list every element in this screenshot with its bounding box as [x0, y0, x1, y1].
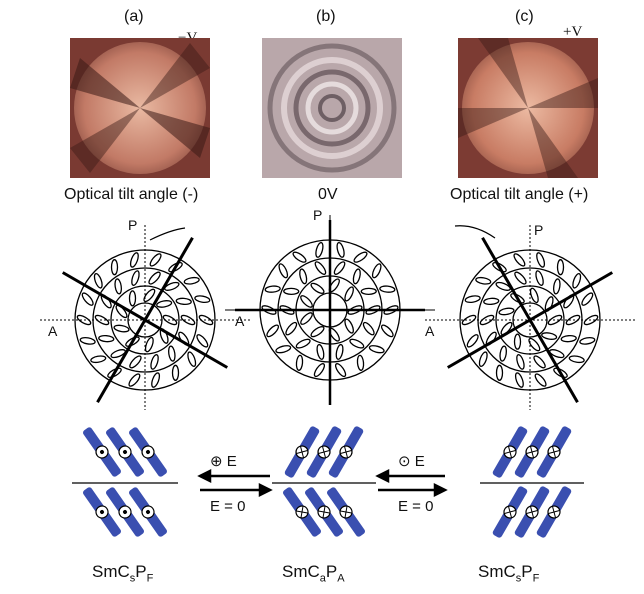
transition-zero-field-right-label: E = 0	[398, 498, 434, 515]
transition-field-out-label: ⊙ E	[398, 453, 425, 470]
phase-mid-main: SmC	[282, 562, 320, 581]
panel-b-label: (b)	[316, 8, 336, 25]
molecule-right-bottom-1	[514, 486, 550, 538]
polarizer-label-c: P	[534, 222, 544, 238]
arrow-to-left-phase	[197, 468, 270, 484]
molecule-left-top-0	[83, 427, 121, 477]
domain-circle-c	[425, 225, 635, 410]
phase-right-mid: P	[521, 562, 533, 581]
phase-label-right: SmCsPF	[478, 562, 539, 584]
phase-left-main: SmC	[92, 562, 130, 581]
arrow-to-right-phase	[378, 482, 448, 498]
phase-mid-sub1: a	[319, 572, 326, 585]
molecule-middle-top-1	[306, 426, 342, 478]
micrograph-positive-voltage	[458, 38, 598, 178]
analyzer-label-b: A	[235, 313, 245, 329]
phase-right-sub2: F	[532, 572, 540, 585]
analyzer-label-a: A	[48, 323, 58, 339]
molecule-middle-bottom-2	[327, 487, 365, 537]
molecule-left-bottom-1	[106, 487, 144, 537]
analyzer-label-c: A	[425, 323, 435, 339]
molecule-left-bottom-0	[83, 487, 121, 537]
molecule-right-bottom-0	[492, 486, 528, 538]
molecule-left-bottom-2	[129, 487, 167, 537]
molecule-left-top-1	[106, 427, 144, 477]
micrograph-negative-voltage	[70, 38, 210, 178]
molecule-right-bottom-2	[536, 486, 572, 538]
molecule-right-top-0	[492, 426, 528, 478]
panel-a-label: (a)	[124, 8, 144, 25]
molecule-middle-bottom-0	[283, 487, 321, 537]
panel-c-label: (c)	[515, 8, 534, 25]
domain-circle-b	[225, 215, 435, 405]
phase-left-mid: P	[135, 562, 147, 581]
phase-label-left: SmCsPF	[92, 562, 153, 584]
transition-field-into-label: ⊕ E	[210, 453, 237, 470]
molecule-middle-bottom-1	[305, 487, 343, 537]
transition-zero-field-left-label: E = 0	[210, 498, 246, 515]
voltage-positive-label: +V	[563, 24, 583, 40]
domain-circle-a	[40, 225, 250, 410]
phase-right-main: SmC	[478, 562, 516, 581]
phase-left-sub2: F	[146, 572, 154, 585]
polarizer-label-a: P	[128, 217, 138, 233]
molecule-middle-top-0	[284, 426, 320, 478]
phase-label-middle: SmCaPA	[282, 562, 345, 584]
rotation-indicator-a	[149, 227, 186, 241]
arrow-from-left-phase	[200, 482, 273, 498]
arrow-from-right-phase	[375, 468, 445, 484]
caption-negative-tilt: Optical tilt angle (-)	[64, 186, 199, 203]
molecule-right-top-2	[536, 426, 572, 478]
micrograph-zero-voltage	[262, 38, 402, 178]
phase-right-sub1: s	[515, 572, 522, 585]
polarizer-label-b: P	[313, 207, 323, 223]
phase-left-sub1: s	[129, 572, 136, 585]
phase-mid-mid: P	[325, 562, 338, 581]
caption-zero-voltage: 0V	[318, 186, 338, 203]
phase-mid-sub2: A	[337, 572, 345, 585]
molecule-right-top-1	[514, 426, 550, 478]
rotation-indicator-c	[454, 225, 496, 239]
molecule-left-top-2	[129, 427, 167, 477]
caption-positive-tilt: Optical tilt angle (+)	[450, 186, 589, 203]
molecule-middle-top-2	[328, 426, 364, 478]
